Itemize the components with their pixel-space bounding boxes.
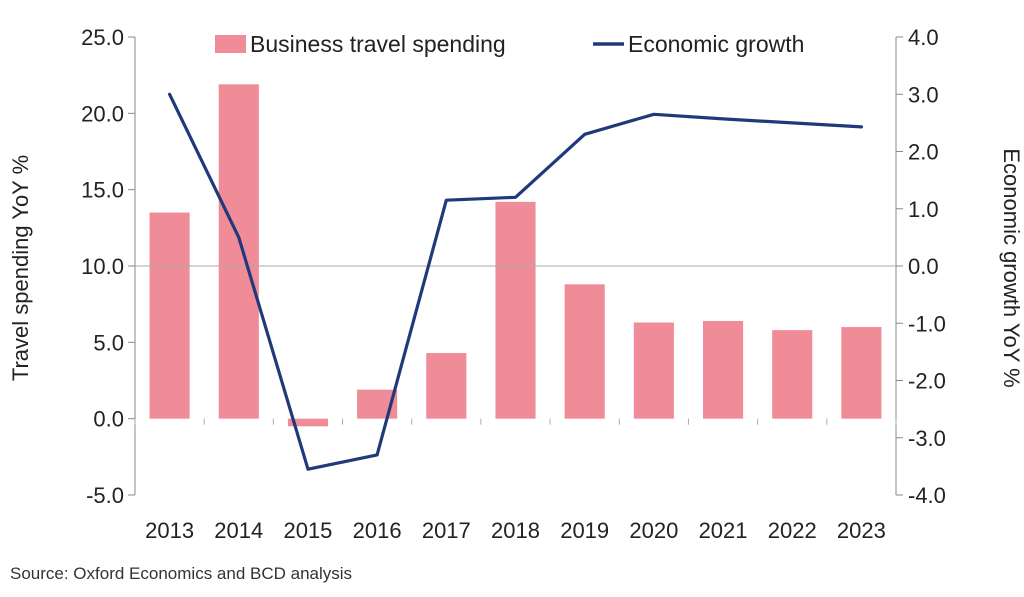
chart: -5.00.05.010.015.020.025.0 -4.0-3.0-2.0-… — [8, 25, 1024, 543]
bar-2018 — [495, 201, 536, 419]
left-tick-label: -5.0 — [86, 483, 124, 508]
right-tick-label: 0.0 — [908, 254, 939, 279]
right-tick-label: 1.0 — [908, 197, 939, 222]
right-tick-label: -3.0 — [908, 426, 946, 451]
x-tick-label: 2017 — [422, 518, 471, 543]
left-axis-ticks: -5.0 0.0 5.0 10.0 15.0 20.0 25.0 — [81, 25, 135, 508]
x-tick-label: 2021 — [699, 518, 748, 543]
source-note: Source: Oxford Economics and BCD analysi… — [10, 564, 353, 583]
bar-2022 — [772, 330, 813, 419]
legend-bar-swatch — [215, 35, 246, 53]
right-tick-label: 2.0 — [908, 140, 939, 165]
x-tick-label: 2018 — [491, 518, 540, 543]
legend-line-label: Economic growth — [628, 31, 804, 57]
x-tick-label: 2020 — [629, 518, 678, 543]
bar-2020 — [633, 322, 674, 419]
legend: Business travel spending Economic growth — [215, 31, 804, 57]
right-tick-label: -4.0 — [908, 483, 946, 508]
x-tick-label: 2015 — [283, 518, 332, 543]
bar-series — [149, 84, 882, 427]
x-tick-label: 2014 — [214, 518, 263, 543]
left-tick-label: 25.0 — [81, 25, 124, 50]
left-tick-label: 5.0 — [93, 330, 124, 355]
right-axis-ticks: -4.0 -3.0 -2.0 -1.0 0.0 1.0 2.0 3.0 4.0 — [896, 25, 946, 508]
right-tick-label: -1.0 — [908, 311, 946, 336]
left-tick-label: 20.0 — [81, 101, 124, 126]
bar-2017 — [426, 353, 467, 419]
x-axis-ticks: 2013 2014 2015 2016 2017 2018 2019 2020 2021 2022… — [134, 418, 897, 543]
left-tick-label: 0.0 — [93, 407, 124, 432]
line-series — [168, 92, 864, 471]
x-tick-label: 2016 — [353, 518, 402, 543]
left-tick-label: 15.0 — [81, 178, 124, 203]
bar-2014 — [218, 84, 259, 419]
right-axis-title: Economic growth YoY % — [999, 148, 1024, 387]
x-tick-label: 2023 — [837, 518, 886, 543]
right-tick-label: 4.0 — [908, 25, 939, 50]
left-axis-title: Travel spending YoY % — [8, 155, 33, 381]
bar-2013 — [149, 212, 190, 419]
x-tick-label: 2022 — [768, 518, 817, 543]
x-tick-label: 2013 — [145, 518, 194, 543]
left-tick-label: 10.0 — [81, 254, 124, 279]
legend-bar-label: Business travel spending — [250, 31, 506, 57]
bar-2015 — [287, 418, 329, 427]
bar-2019 — [564, 284, 605, 419]
bar-2023 — [841, 327, 882, 419]
x-tick-label: 2019 — [560, 518, 609, 543]
right-tick-label: 3.0 — [908, 82, 939, 107]
right-tick-label: -2.0 — [908, 369, 946, 394]
axes: -5.00.05.010.015.020.025.0 -4.0-3.0-2.0-… — [81, 25, 946, 543]
bar-2021 — [702, 320, 744, 419]
